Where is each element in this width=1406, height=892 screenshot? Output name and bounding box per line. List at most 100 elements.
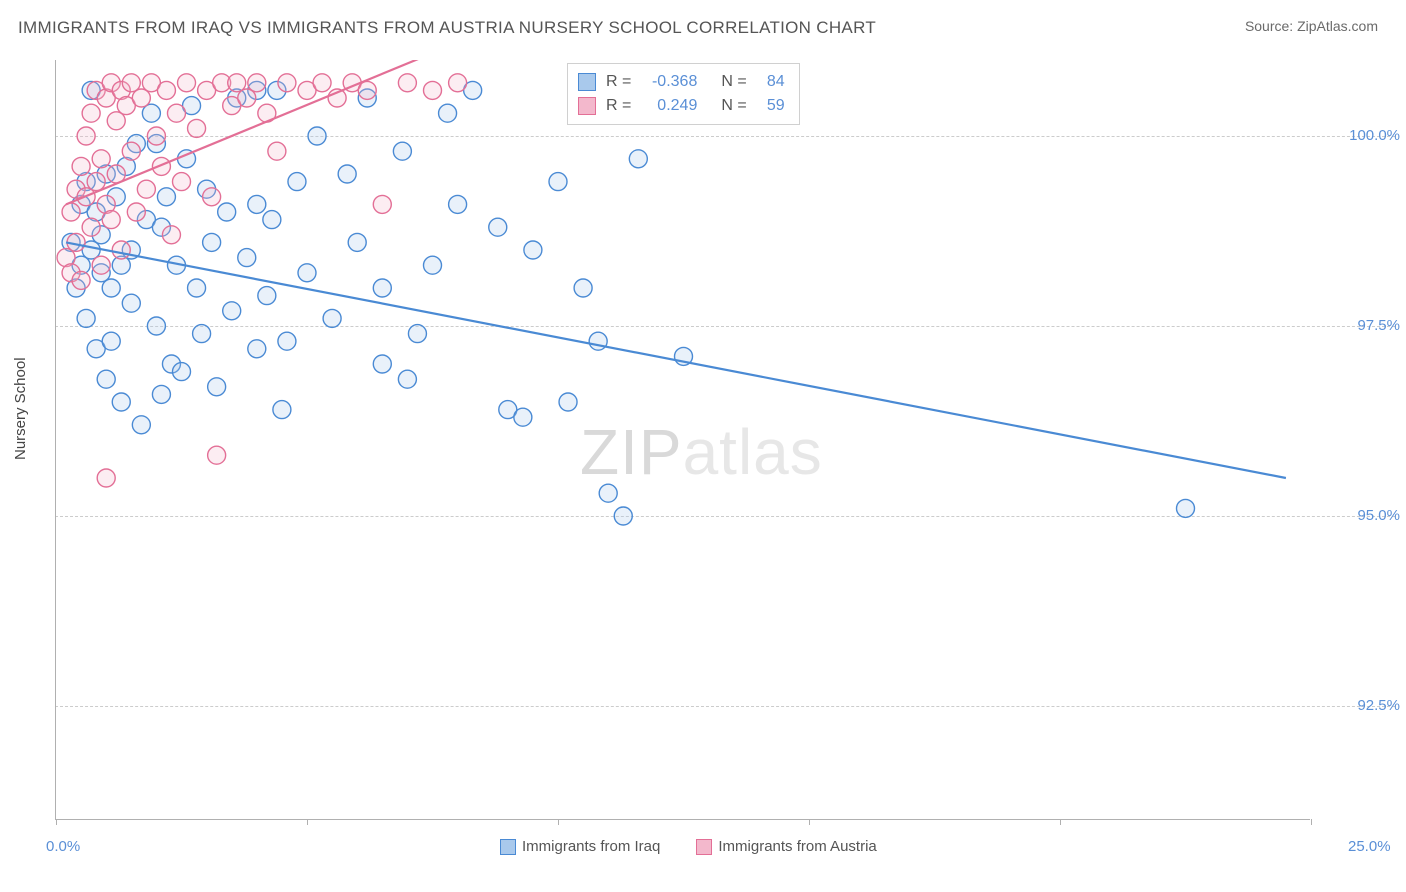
- x-tick: [809, 819, 810, 825]
- data-point: [132, 416, 150, 434]
- stat-n-value: 84: [757, 70, 785, 94]
- chart-header: IMMIGRANTS FROM IRAQ VS IMMIGRANTS FROM …: [0, 0, 1406, 38]
- data-point: [629, 150, 647, 168]
- data-point: [223, 302, 241, 320]
- data-point: [298, 264, 316, 282]
- data-point: [288, 173, 306, 191]
- data-point: [323, 309, 341, 327]
- data-point: [193, 325, 211, 343]
- data-point: [208, 446, 226, 464]
- y-tick-label: 95.0%: [1320, 507, 1400, 524]
- data-point: [514, 408, 532, 426]
- source-name: ZipAtlas.com: [1297, 18, 1378, 34]
- data-point: [559, 393, 577, 411]
- data-point: [173, 363, 191, 381]
- stat-row: R =-0.368N =84: [578, 70, 785, 94]
- x-axis-min-label: 0.0%: [46, 838, 80, 855]
- data-point: [1177, 499, 1195, 517]
- data-point: [112, 241, 130, 259]
- data-point: [157, 188, 175, 206]
- y-axis-label: Nursery School: [12, 357, 29, 460]
- data-point: [489, 218, 507, 236]
- source-label: Source:: [1245, 18, 1297, 34]
- data-point: [614, 507, 632, 525]
- chart-title: IMMIGRANTS FROM IRAQ VS IMMIGRANTS FROM …: [18, 18, 876, 38]
- y-tick-label: 100.0%: [1320, 127, 1400, 144]
- stat-r-label: R =: [606, 94, 631, 118]
- stat-r-value: 0.249: [641, 94, 697, 118]
- data-point: [77, 309, 95, 327]
- data-point: [127, 203, 145, 221]
- source-attribution: Source: ZipAtlas.com: [1245, 18, 1378, 34]
- stat-n-label: N =: [721, 70, 746, 94]
- stat-n-label: N =: [721, 94, 746, 118]
- data-point: [122, 142, 140, 160]
- data-point: [439, 104, 457, 122]
- data-point: [72, 271, 90, 289]
- data-point: [449, 195, 467, 213]
- data-point: [92, 150, 110, 168]
- data-point: [162, 226, 180, 244]
- x-tick: [56, 819, 57, 825]
- x-tick: [1060, 819, 1061, 825]
- scatter-svg: [56, 60, 1311, 820]
- trend-line: [66, 242, 1286, 478]
- data-point: [92, 256, 110, 274]
- data-point: [188, 279, 206, 297]
- y-tick-label: 97.5%: [1320, 317, 1400, 334]
- data-point: [167, 104, 185, 122]
- data-point: [203, 233, 221, 251]
- legend-swatch: [696, 839, 712, 855]
- data-point: [77, 127, 95, 145]
- data-point: [82, 104, 100, 122]
- data-point: [248, 195, 266, 213]
- data-point: [263, 211, 281, 229]
- data-point: [248, 74, 266, 92]
- data-point: [102, 279, 120, 297]
- legend-swatch: [500, 839, 516, 855]
- data-point: [82, 218, 100, 236]
- data-point: [278, 332, 296, 350]
- data-point: [348, 233, 366, 251]
- data-point: [208, 378, 226, 396]
- correlation-stats-box: R =-0.368N =84R =0.249N =59: [567, 63, 800, 125]
- data-point: [358, 81, 376, 99]
- data-point: [449, 74, 467, 92]
- y-tick-label: 92.5%: [1320, 697, 1400, 714]
- legend-swatch: [578, 97, 596, 115]
- data-point: [398, 74, 416, 92]
- data-point: [398, 370, 416, 388]
- data-point: [268, 142, 286, 160]
- data-point: [408, 325, 426, 343]
- legend-swatch: [578, 73, 596, 91]
- legend-label: Immigrants from Austria: [718, 838, 876, 855]
- data-point: [203, 188, 221, 206]
- data-point: [524, 241, 542, 259]
- data-point: [178, 74, 196, 92]
- data-point: [599, 484, 617, 502]
- data-point: [308, 127, 326, 145]
- data-point: [218, 203, 236, 221]
- data-point: [273, 401, 291, 419]
- data-point: [152, 385, 170, 403]
- data-point: [258, 287, 276, 305]
- data-point: [424, 81, 442, 99]
- x-tick: [307, 819, 308, 825]
- x-tick: [558, 819, 559, 825]
- data-point: [102, 211, 120, 229]
- data-point: [338, 165, 356, 183]
- data-point: [87, 173, 105, 191]
- data-point: [574, 279, 592, 297]
- stat-n-value: 59: [757, 94, 785, 118]
- stat-row: R = 0.249 N = 59: [578, 94, 785, 118]
- data-point: [238, 249, 256, 267]
- legend-label: Immigrants from Iraq: [522, 838, 660, 855]
- data-point: [112, 393, 130, 411]
- data-point: [173, 173, 191, 191]
- data-point: [373, 195, 391, 213]
- bottom-legend: Immigrants from Iraq Immigrants from Aust…: [500, 838, 877, 855]
- data-point: [72, 157, 90, 175]
- data-point: [278, 74, 296, 92]
- legend-item: Immigrants from Austria: [696, 838, 876, 855]
- data-point: [97, 370, 115, 388]
